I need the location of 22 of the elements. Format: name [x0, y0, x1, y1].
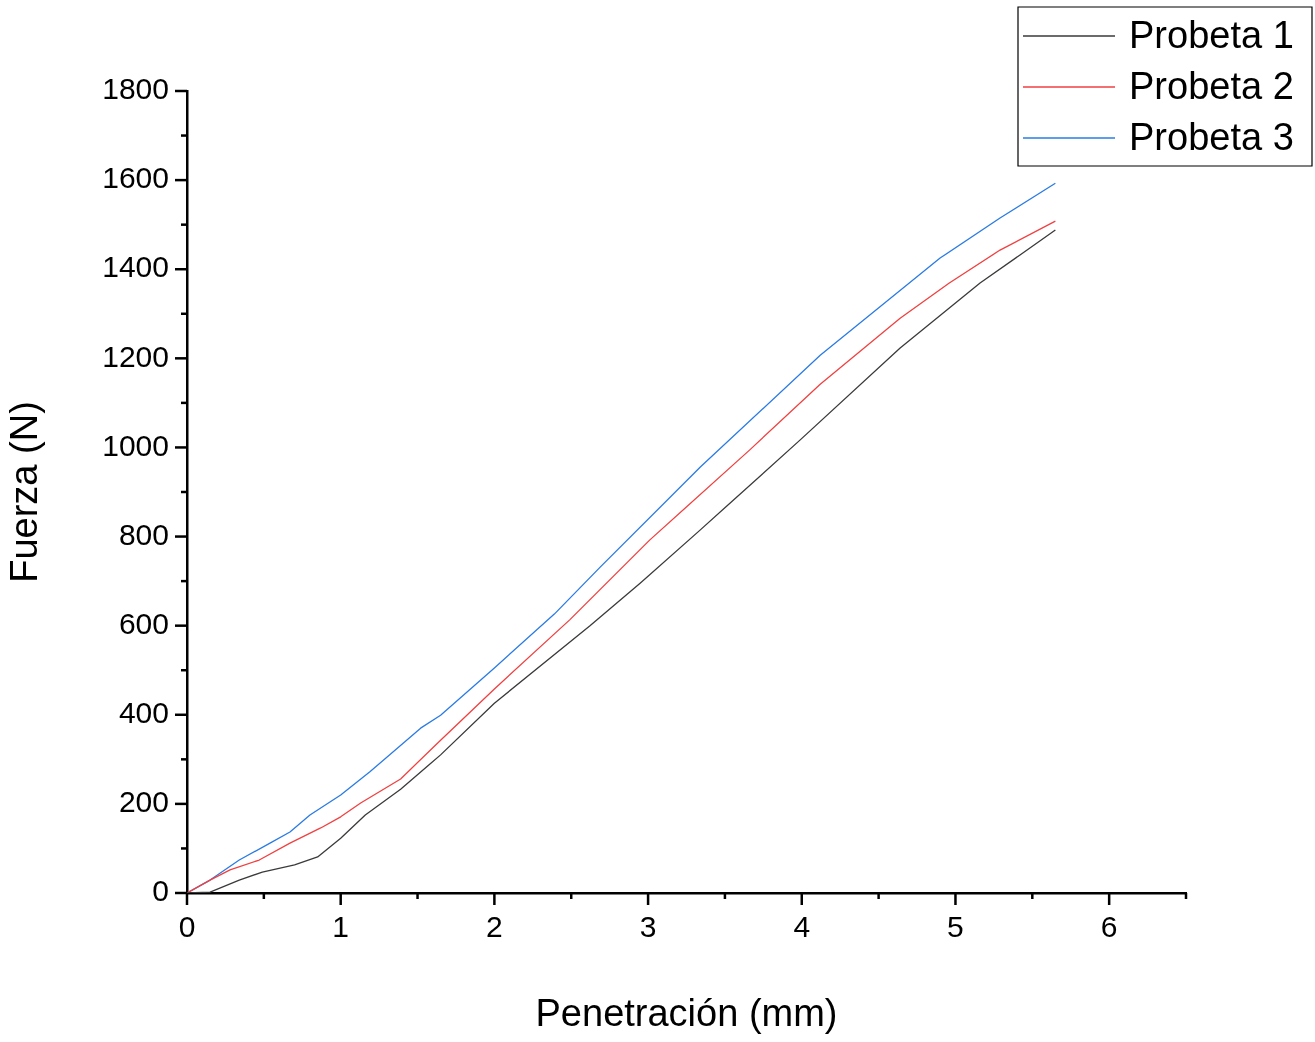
y-tick-label: 0: [152, 874, 169, 908]
x-tick-label: 4: [793, 910, 811, 944]
x-tick-label: 2: [486, 910, 503, 944]
x-axis-title: Penetración (mm): [535, 991, 838, 1034]
x-tick-label: 6: [1100, 910, 1118, 944]
legend-label: Probeta 2: [1129, 65, 1294, 108]
y-tick-label: 800: [118, 517, 169, 551]
y-axis-title: Fuerza (N): [3, 401, 46, 583]
x-tick-label: 5: [947, 910, 964, 944]
y-tick-label: 1800: [102, 72, 169, 106]
y-tick-label: 1200: [102, 339, 169, 373]
y-tick-label: 200: [118, 785, 169, 819]
x-tick-label: 1: [332, 910, 350, 944]
legend-label: Probeta 3: [1129, 116, 1294, 159]
y-tick-label: 600: [118, 606, 169, 640]
x-tick-label: 3: [639, 910, 657, 944]
y-tick-label: 1600: [102, 161, 169, 195]
y-tick-label: 400: [118, 696, 169, 730]
y-tick-label: 1400: [102, 250, 169, 284]
legend-label: Probeta 1: [1129, 14, 1294, 57]
x-tick-label: 0: [178, 910, 196, 944]
y-tick-label: 1000: [102, 428, 169, 462]
